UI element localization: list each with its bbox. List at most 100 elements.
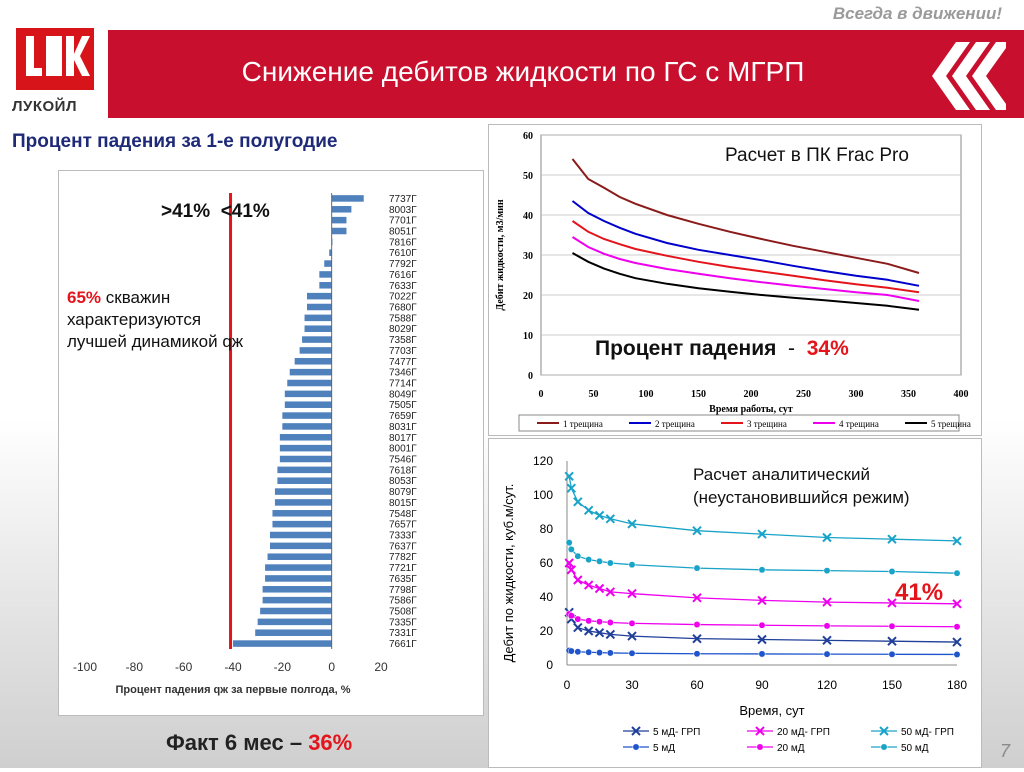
bar — [331, 206, 352, 213]
x-tick-label: 150 — [882, 678, 902, 692]
share-text: скважин характеризуются лучшей динамикой… — [67, 288, 244, 351]
bar — [304, 314, 332, 322]
data-point — [585, 648, 593, 656]
x-tick-label: 400 — [954, 389, 969, 400]
data-point — [887, 598, 897, 608]
data-point — [567, 545, 575, 553]
data-point — [823, 567, 831, 575]
x-tick-label: 0 — [564, 678, 571, 692]
bar — [289, 368, 332, 376]
y-tick-label: 80 — [540, 522, 554, 536]
data-point — [952, 599, 962, 609]
bar — [277, 477, 332, 484]
legend-label: 5 трещина — [931, 419, 971, 429]
frac-pro-panel: 0 10 20 30 40 50 60 0 50 100 150 200 250 300 350 400 Вре… — [488, 124, 982, 436]
y-tick-label: 20 — [523, 291, 533, 302]
legend-label: 3 трещина — [747, 419, 787, 429]
bar — [302, 336, 332, 343]
y-tick-label: 10 — [523, 331, 533, 342]
data-point — [594, 510, 605, 521]
data-point — [823, 650, 831, 658]
bar — [272, 520, 332, 528]
data-point — [594, 583, 605, 594]
data-point — [594, 627, 605, 638]
x-tick-label: 120 — [817, 678, 837, 692]
bar — [262, 596, 332, 604]
y-tick-label: 30 — [523, 251, 533, 262]
legend-frame — [518, 414, 960, 432]
bar-category-label: 8015Г — [389, 498, 417, 509]
bar-category-label: 8017Г — [389, 433, 417, 444]
data-point — [952, 536, 962, 546]
y-axis-label: Дебит жидкости, м3/мин — [495, 199, 506, 311]
bar — [272, 510, 332, 517]
x-tick-label: 150 — [691, 389, 706, 400]
data-point — [627, 631, 637, 641]
bar — [299, 347, 332, 354]
bar — [284, 401, 332, 408]
data-point — [628, 619, 636, 627]
data-point — [564, 471, 574, 482]
legend-label: 50 мД — [901, 743, 929, 754]
bar-category-label: 7616Г — [389, 270, 417, 281]
bar-category-label: 7816Г — [389, 237, 417, 248]
x-axis-label: Время, сут — [739, 703, 804, 718]
bar — [279, 444, 332, 452]
left-chart: 7737Г8003Г7701Г8051Г7816Г7610Г7792Г7616Г… — [73, 193, 417, 696]
data-point — [628, 649, 636, 657]
data-point — [888, 622, 896, 630]
data-point — [693, 650, 701, 658]
data-point — [628, 561, 636, 569]
data-point — [596, 557, 603, 565]
data-point — [627, 519, 637, 529]
bar-category-label: 7782Г — [389, 552, 417, 563]
bar — [274, 499, 332, 506]
bar-category-label: 7680Г — [389, 303, 417, 314]
x-tick-label: 300 — [849, 389, 864, 400]
bar-category-label: 7588Г — [389, 313, 417, 324]
data-point — [567, 647, 575, 655]
data-point — [692, 593, 702, 603]
data-point — [566, 483, 577, 493]
data-point — [566, 565, 577, 575]
data-point — [822, 597, 832, 607]
data-point — [757, 634, 767, 645]
bar-category-label: 8029Г — [389, 324, 417, 335]
legend-label: 20 мД- ГРП — [777, 727, 830, 738]
x-tick-label: -40 — [224, 660, 242, 674]
header-banner: Снижение дебитов жидкости по ГС с МГРП — [108, 30, 1024, 118]
data-point — [583, 580, 594, 590]
bar-category-label: 8003Г — [389, 205, 417, 216]
data-point — [632, 743, 640, 751]
bar — [331, 216, 347, 224]
bar — [307, 303, 332, 311]
data-point — [596, 618, 603, 626]
bar-category-label: 8031Г — [389, 422, 417, 433]
page-title: Снижение дебитов жидкости по ГС с МГРП — [241, 56, 805, 87]
bar-category-label: 7333Г — [389, 531, 417, 542]
bar — [331, 195, 364, 202]
data-point — [565, 539, 573, 547]
bar-category-label: 8053Г — [389, 476, 417, 487]
bar — [282, 423, 332, 430]
y-tick-label: 40 — [540, 590, 554, 604]
bar-category-label: 7610Г — [389, 248, 417, 259]
left-chart-panel: 7737Г 8003Г 7701Г 8051Г 7816Г 7610Г 7792Г 7616Г… — [58, 170, 484, 716]
series-line — [571, 158, 920, 274]
data-point — [574, 552, 582, 560]
data-point — [574, 615, 582, 623]
bar-category-label: 7661Г — [389, 639, 417, 650]
x-tick-label: -20 — [274, 660, 292, 674]
bar — [267, 553, 332, 560]
bar-category-label: 8001Г — [389, 444, 417, 455]
x-tick-label: 30 — [625, 678, 639, 692]
y-tick-label: 0 — [546, 658, 553, 672]
data-point — [606, 559, 614, 567]
y-tick-label: 0 — [528, 371, 533, 382]
data-point — [585, 556, 593, 564]
drop-label: Процент падения — [595, 337, 777, 360]
data-point — [631, 726, 641, 736]
series-line — [571, 220, 920, 294]
bar-category-label: 7635Г — [389, 574, 417, 585]
data-point — [693, 564, 701, 572]
